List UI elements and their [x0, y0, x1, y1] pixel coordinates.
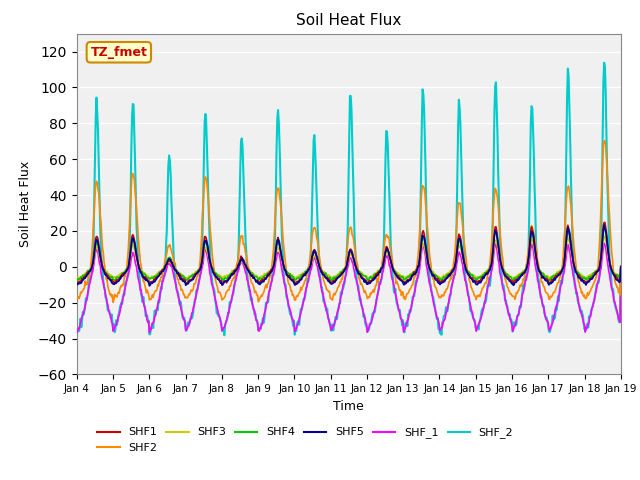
- SHF2: [617, 265, 625, 271]
- SHF_1: [431, 305, 438, 311]
- SHF_1: [194, 285, 202, 290]
- SHF3: [139, 269, 147, 275]
- SHF_2: [194, 284, 202, 290]
- SHF3: [83, 269, 90, 275]
- SHF4: [545, 278, 553, 284]
- SHF1: [194, 269, 202, 275]
- SHF_1: [83, 297, 90, 303]
- SHF2: [73, 295, 81, 301]
- SHF_1: [223, 317, 230, 323]
- X-axis label: Time: Time: [333, 400, 364, 413]
- SHF3: [600, 234, 608, 240]
- SHF_2: [617, 264, 625, 269]
- Line: SHF3: SHF3: [77, 237, 621, 278]
- SHF_2: [431, 308, 439, 314]
- Line: SHF4: SHF4: [77, 228, 621, 281]
- SHF_2: [223, 315, 231, 321]
- SHF5: [617, 264, 625, 270]
- SHF5: [431, 276, 439, 282]
- SHF_1: [73, 330, 81, 336]
- SHF5: [145, 283, 153, 289]
- SHF3: [436, 276, 444, 281]
- SHF1: [415, 262, 422, 267]
- SHF2: [601, 138, 609, 144]
- SHF_1: [415, 270, 422, 276]
- Line: SHF_1: SHF_1: [77, 243, 621, 333]
- SHF4: [194, 267, 202, 273]
- SHF2: [195, 270, 202, 276]
- SHF2: [416, 230, 424, 236]
- Y-axis label: Soil Heat Flux: Soil Heat Flux: [19, 161, 32, 247]
- Line: SHF2: SHF2: [77, 141, 621, 302]
- SHF5: [83, 273, 90, 279]
- SHF3: [223, 272, 230, 278]
- SHF1: [223, 280, 230, 286]
- SHF2: [109, 300, 117, 305]
- SHF4: [431, 274, 438, 279]
- SHF4: [617, 264, 625, 270]
- SHF3: [415, 262, 422, 268]
- SHF4: [83, 271, 90, 276]
- SHF3: [431, 271, 438, 276]
- SHF_2: [83, 298, 90, 303]
- SHF_1: [139, 296, 147, 302]
- SHF3: [194, 268, 202, 274]
- SHF_1: [600, 240, 608, 246]
- SHF1: [73, 281, 81, 287]
- SHF5: [195, 269, 202, 275]
- SHF_2: [139, 300, 147, 305]
- SHF1: [601, 220, 609, 226]
- SHF4: [415, 262, 422, 268]
- SHF5: [139, 274, 147, 280]
- SHF1: [617, 264, 625, 269]
- SHF1: [139, 273, 147, 279]
- SHF2: [431, 284, 439, 290]
- SHF3: [617, 264, 625, 270]
- SHF_2: [73, 332, 81, 337]
- Title: Soil Heat Flux: Soil Heat Flux: [296, 13, 401, 28]
- SHF4: [223, 276, 230, 282]
- SHF2: [83, 280, 90, 286]
- SHF1: [83, 272, 90, 278]
- SHF1: [431, 274, 438, 280]
- SHF5: [223, 278, 231, 284]
- SHF2: [140, 279, 147, 285]
- Line: SHF5: SHF5: [77, 225, 621, 286]
- SHF_2: [416, 250, 424, 256]
- SHF5: [73, 281, 81, 287]
- SHF_2: [221, 333, 228, 338]
- SHF2: [223, 288, 231, 294]
- Line: SHF_2: SHF_2: [77, 63, 621, 336]
- SHF5: [600, 222, 608, 228]
- Line: SHF1: SHF1: [77, 223, 621, 284]
- SHF5: [416, 257, 424, 263]
- SHF4: [73, 278, 81, 284]
- Text: TZ_fmet: TZ_fmet: [90, 46, 147, 59]
- SHF_1: [617, 264, 625, 270]
- Legend: SHF1, SHF2, SHF3, SHF4, SHF5, SHF_1, SHF_2: SHF1, SHF2, SHF3, SHF4, SHF5, SHF_1, SHF…: [93, 423, 518, 457]
- SHF4: [139, 269, 147, 275]
- SHF_2: [600, 60, 608, 66]
- SHF4: [600, 226, 608, 231]
- SHF3: [73, 276, 81, 281]
